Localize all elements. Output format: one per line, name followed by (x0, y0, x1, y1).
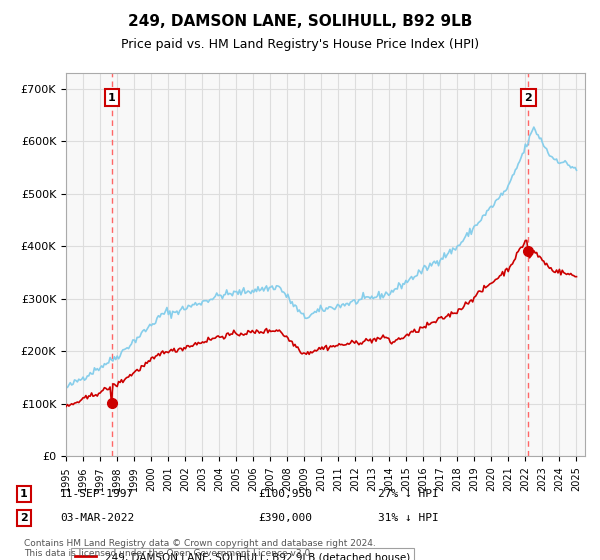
Text: 03-MAR-2022: 03-MAR-2022 (60, 513, 134, 523)
Text: 31% ↓ HPI: 31% ↓ HPI (378, 513, 439, 523)
Text: 2: 2 (20, 513, 28, 523)
Text: 1: 1 (108, 93, 116, 102)
Legend: 249, DAMSON LANE, SOLIHULL, B92 9LB (detached house), HPI: Average price, detach: 249, DAMSON LANE, SOLIHULL, B92 9LB (det… (71, 548, 414, 560)
Text: 249, DAMSON LANE, SOLIHULL, B92 9LB: 249, DAMSON LANE, SOLIHULL, B92 9LB (128, 14, 472, 29)
Text: £100,950: £100,950 (258, 489, 312, 499)
Text: 11-SEP-1997: 11-SEP-1997 (60, 489, 134, 499)
Text: Contains HM Land Registry data © Crown copyright and database right 2024.: Contains HM Land Registry data © Crown c… (24, 539, 376, 548)
Text: This data is licensed under the Open Government Licence v3.0.: This data is licensed under the Open Gov… (24, 549, 313, 558)
Text: Price paid vs. HM Land Registry's House Price Index (HPI): Price paid vs. HM Land Registry's House … (121, 38, 479, 50)
Text: £390,000: £390,000 (258, 513, 312, 523)
Text: 2: 2 (524, 93, 532, 102)
Text: 27% ↓ HPI: 27% ↓ HPI (378, 489, 439, 499)
Text: 1: 1 (20, 489, 28, 499)
